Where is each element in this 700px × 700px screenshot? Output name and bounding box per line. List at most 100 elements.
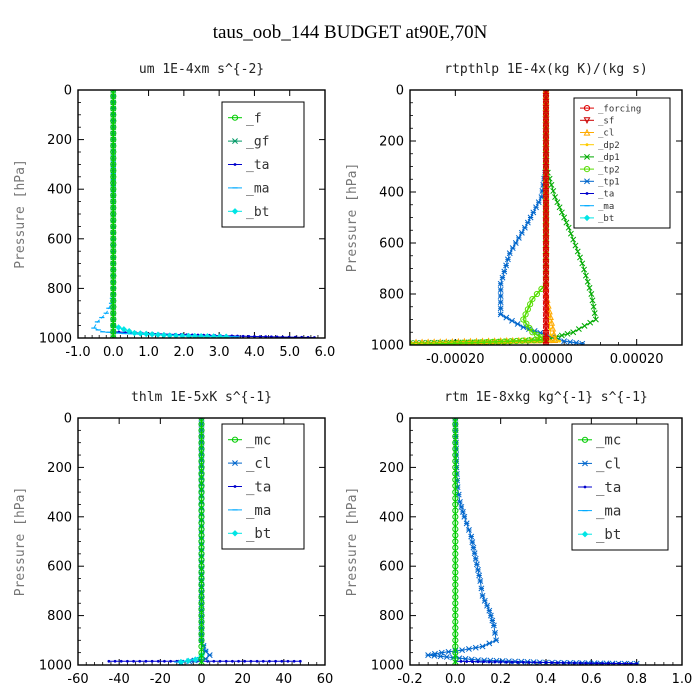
marker-ta (499, 660, 503, 664)
y-axis-label: Pressure [hPa] (345, 487, 360, 597)
marker-mc (452, 538, 459, 545)
marker-bt (179, 332, 186, 338)
x-tick-label: 4.0 (244, 345, 265, 360)
marker-mc (452, 439, 459, 446)
marker-bt (223, 333, 230, 338)
legend-marker (584, 153, 590, 160)
marker-ta (567, 661, 571, 665)
marker-forcing (542, 92, 550, 100)
marker-forcing (542, 264, 550, 272)
series-line-cl (180, 418, 211, 664)
chart-title: rtpthlp 1E-4x(kg K)/(kg s) (444, 62, 648, 77)
marker-cl (475, 566, 481, 573)
marker-ta (555, 661, 559, 665)
marker-mc (452, 501, 459, 508)
marker-cl (431, 652, 438, 659)
marker-ta (476, 660, 480, 664)
marker-mc (198, 569, 205, 576)
chart-panel-1: um 1E-4xm s^{-2} Pressure [hPa] -1.0 0.0 1.0… (13, 62, 335, 360)
y-tick-label: 200 (379, 461, 404, 476)
marker-mc (198, 624, 205, 632)
x-tick-label: 0.00020 (610, 352, 664, 367)
marker-dp1 (563, 219, 570, 226)
marker-f (110, 328, 117, 335)
marker-ta (253, 335, 256, 338)
marker-bt (125, 327, 133, 335)
y-tick-label: 0 (396, 84, 404, 99)
marker-f (110, 155, 117, 162)
plot-frame (77, 417, 326, 666)
x-tick-label: 6.0 (315, 345, 336, 360)
marker-ta (212, 659, 216, 663)
marker-mc (452, 507, 459, 514)
chart-title: rtm 1E-8xkg kg^{-1} s^{-1} (444, 390, 648, 405)
marker-mc (452, 618, 459, 625)
marker-dp1 (579, 260, 586, 267)
marker-f (110, 223, 117, 230)
marker-mc (452, 661, 459, 665)
marker-tp1 (497, 280, 504, 287)
x-tick-label: 0.8 (626, 672, 647, 687)
marker-bt (143, 330, 150, 338)
page-title: taus_oob_144 BUDGET at90E,70N (212, 22, 488, 43)
legend-marker (231, 436, 239, 443)
marker-ta (218, 659, 222, 663)
marker-ta (544, 661, 548, 664)
marker-mc (452, 476, 459, 483)
marker-tp2 (523, 320, 530, 327)
marker-ta (606, 662, 610, 665)
marker-cl (548, 318, 556, 326)
marker-mc (452, 458, 459, 465)
marker-tp2 (471, 339, 479, 345)
marker-f (110, 105, 117, 112)
marker-f (110, 99, 117, 106)
marker-mc (198, 439, 205, 446)
marker-forcing (542, 241, 550, 248)
marker-dp1 (581, 266, 588, 273)
y-tick-label: 400 (47, 510, 72, 525)
legend-entry: _gf (246, 135, 269, 150)
legend-entry: _mc (246, 433, 271, 449)
series-group (107, 418, 302, 665)
x-tick-label: 60 (317, 672, 334, 687)
marker-mc (452, 433, 459, 440)
marker-forcing (542, 235, 550, 242)
marker-dp1 (584, 278, 591, 285)
marker-mc (198, 556, 205, 564)
marker-mc (198, 451, 205, 459)
marker-forcing (542, 306, 550, 313)
series-line-tp2 (410, 90, 549, 345)
marker-mc (198, 418, 205, 422)
marker-forcing (542, 122, 550, 129)
chart-title: thlm 1E-5xK s^{-1} (131, 390, 272, 405)
marker-tp1 (497, 293, 504, 299)
marker-bt (197, 333, 205, 338)
marker-mc (198, 581, 205, 588)
x-tick-label: -20 (150, 672, 171, 687)
marker-mc (452, 612, 459, 619)
marker-bt (154, 331, 162, 338)
x-tick-label: 2.0 (174, 345, 195, 360)
x-tick-label: -40 (109, 672, 130, 687)
chart-panel-2: rtpthlp 1E-4x(kg K)/(kg s) Pressure [hPa]… (345, 62, 683, 367)
marker-ta (572, 661, 576, 665)
marker-cl (547, 313, 554, 321)
marker-f (110, 235, 117, 242)
marker-ta (618, 662, 622, 665)
marker-mc (198, 421, 205, 428)
legend-entry: _bt (596, 527, 621, 543)
legend-marker (583, 105, 591, 112)
y-tick-label: 1000 (371, 659, 404, 674)
marker-dp1 (572, 242, 579, 249)
marker-cl (468, 533, 475, 540)
marker-cl (550, 330, 558, 338)
marker-ta (261, 659, 265, 663)
marker-forcing (542, 330, 550, 337)
marker-forcing (542, 217, 550, 224)
marker-tp2 (519, 337, 526, 344)
marker-dp1 (554, 199, 561, 206)
marker-ta (247, 334, 251, 338)
marker-tp2 (520, 316, 527, 323)
marker-forcing (542, 288, 550, 295)
